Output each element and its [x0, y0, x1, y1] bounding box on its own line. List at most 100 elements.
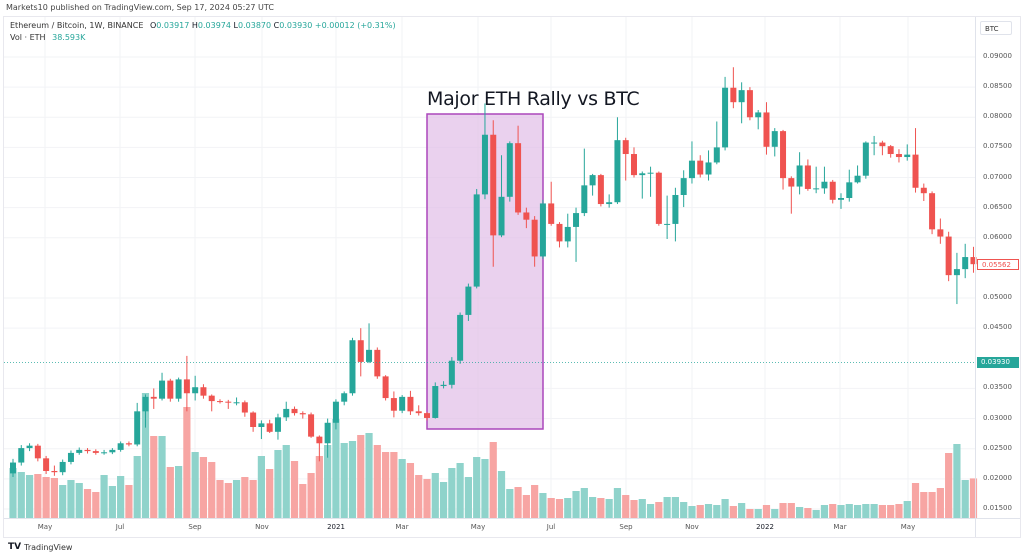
volume-bar — [183, 407, 191, 518]
price-unit-button[interactable]: BTC — [980, 21, 1012, 35]
candle — [829, 179, 836, 204]
candle-body — [374, 349, 381, 377]
close-value: 0.03930 — [279, 21, 313, 30]
time-tick: Nov — [685, 523, 699, 531]
candle — [183, 355, 190, 412]
candle-body — [192, 387, 199, 394]
candle-body — [208, 395, 215, 402]
volume-bar — [572, 491, 580, 518]
candle-body — [332, 401, 339, 423]
rally-annotation-text[interactable]: Major ETH Rally vs BTC — [427, 88, 640, 110]
candle — [10, 458, 16, 478]
candle-body — [167, 380, 174, 399]
candle-body — [498, 196, 505, 236]
volume-bar — [390, 452, 398, 518]
candle — [390, 391, 397, 418]
volume-bar — [224, 483, 232, 518]
candle-body — [515, 143, 522, 213]
candle — [258, 420, 265, 440]
volume-bar — [216, 480, 224, 518]
candle — [606, 194, 613, 208]
last-price-tag: 0.03930 — [977, 357, 1019, 369]
volume-label[interactable]: Vol · ETH — [10, 33, 46, 42]
candle — [895, 149, 902, 163]
candle — [465, 283, 472, 321]
high-value: 0.03974 — [197, 21, 231, 30]
tradingview-logo-icon[interactable]: TV — [8, 542, 22, 552]
candle — [142, 394, 149, 428]
candle — [688, 141, 695, 184]
candle — [225, 399, 232, 409]
candle — [498, 155, 505, 238]
candle — [349, 337, 356, 396]
candle-body — [606, 202, 613, 205]
candle-body — [175, 379, 182, 399]
candle-body — [150, 396, 157, 399]
price-tick: 0.03500 — [983, 383, 1012, 392]
volume-bar — [257, 456, 265, 518]
candle — [481, 103, 488, 200]
candle-body — [67, 452, 74, 462]
volume-bar — [232, 480, 241, 518]
candle — [887, 144, 894, 158]
volume-bar — [150, 436, 158, 518]
candle — [879, 140, 886, 156]
candle-body — [531, 219, 538, 257]
candle — [192, 375, 199, 401]
chart-frame — [3, 16, 1021, 538]
candle — [316, 435, 323, 462]
candle — [597, 173, 604, 207]
candle-body — [639, 173, 646, 176]
price-tick: 0.02500 — [983, 443, 1012, 452]
volume-bar — [804, 508, 812, 518]
candle-body — [597, 175, 604, 205]
price-tick: 0.06000 — [983, 232, 1012, 241]
symbol-title[interactable]: Ethereum / Bitcoin, 1W, BINANCE — [10, 21, 144, 30]
volume-bar — [481, 459, 489, 518]
candle-body — [895, 154, 902, 158]
candle-body — [382, 376, 389, 399]
volume-bar — [862, 504, 870, 518]
close-label: C — [273, 21, 280, 30]
candle-body — [457, 314, 464, 361]
high-label: H — [191, 21, 198, 30]
candle — [266, 419, 273, 434]
candle — [457, 312, 464, 364]
price-tick: 0.08500 — [983, 82, 1012, 91]
volume-bar — [754, 509, 762, 518]
candle — [912, 128, 919, 193]
publisher-line: Markets10 published on TradingView.com, … — [6, 3, 274, 12]
candle — [92, 449, 99, 455]
candle-body — [780, 131, 787, 179]
candle-body — [490, 134, 497, 236]
candle — [117, 441, 124, 452]
candle-body — [399, 396, 406, 411]
candle-body — [953, 269, 960, 276]
candle — [167, 378, 174, 402]
candle-body — [308, 414, 315, 437]
candle-body — [92, 451, 99, 453]
volume-bar — [108, 486, 116, 518]
volume-bar — [117, 476, 125, 518]
price-tick: 0.02000 — [983, 473, 1012, 482]
candle-body — [746, 90, 753, 118]
volume-bar — [671, 497, 679, 518]
candle — [796, 152, 803, 195]
candle-body — [573, 213, 580, 227]
candle-body — [738, 90, 745, 103]
volume-bar — [646, 504, 655, 518]
candle-body — [556, 223, 563, 242]
candle — [680, 170, 687, 208]
candle-body — [887, 146, 894, 155]
candle — [233, 397, 240, 406]
volume-bar — [67, 480, 75, 518]
candle-body — [390, 398, 397, 411]
candle-body — [324, 422, 331, 444]
volume-bar — [589, 497, 597, 518]
candle — [556, 222, 563, 248]
candle — [937, 218, 944, 244]
volume-bar — [423, 479, 431, 518]
candle-body — [424, 413, 430, 418]
volume-bar — [522, 495, 530, 518]
